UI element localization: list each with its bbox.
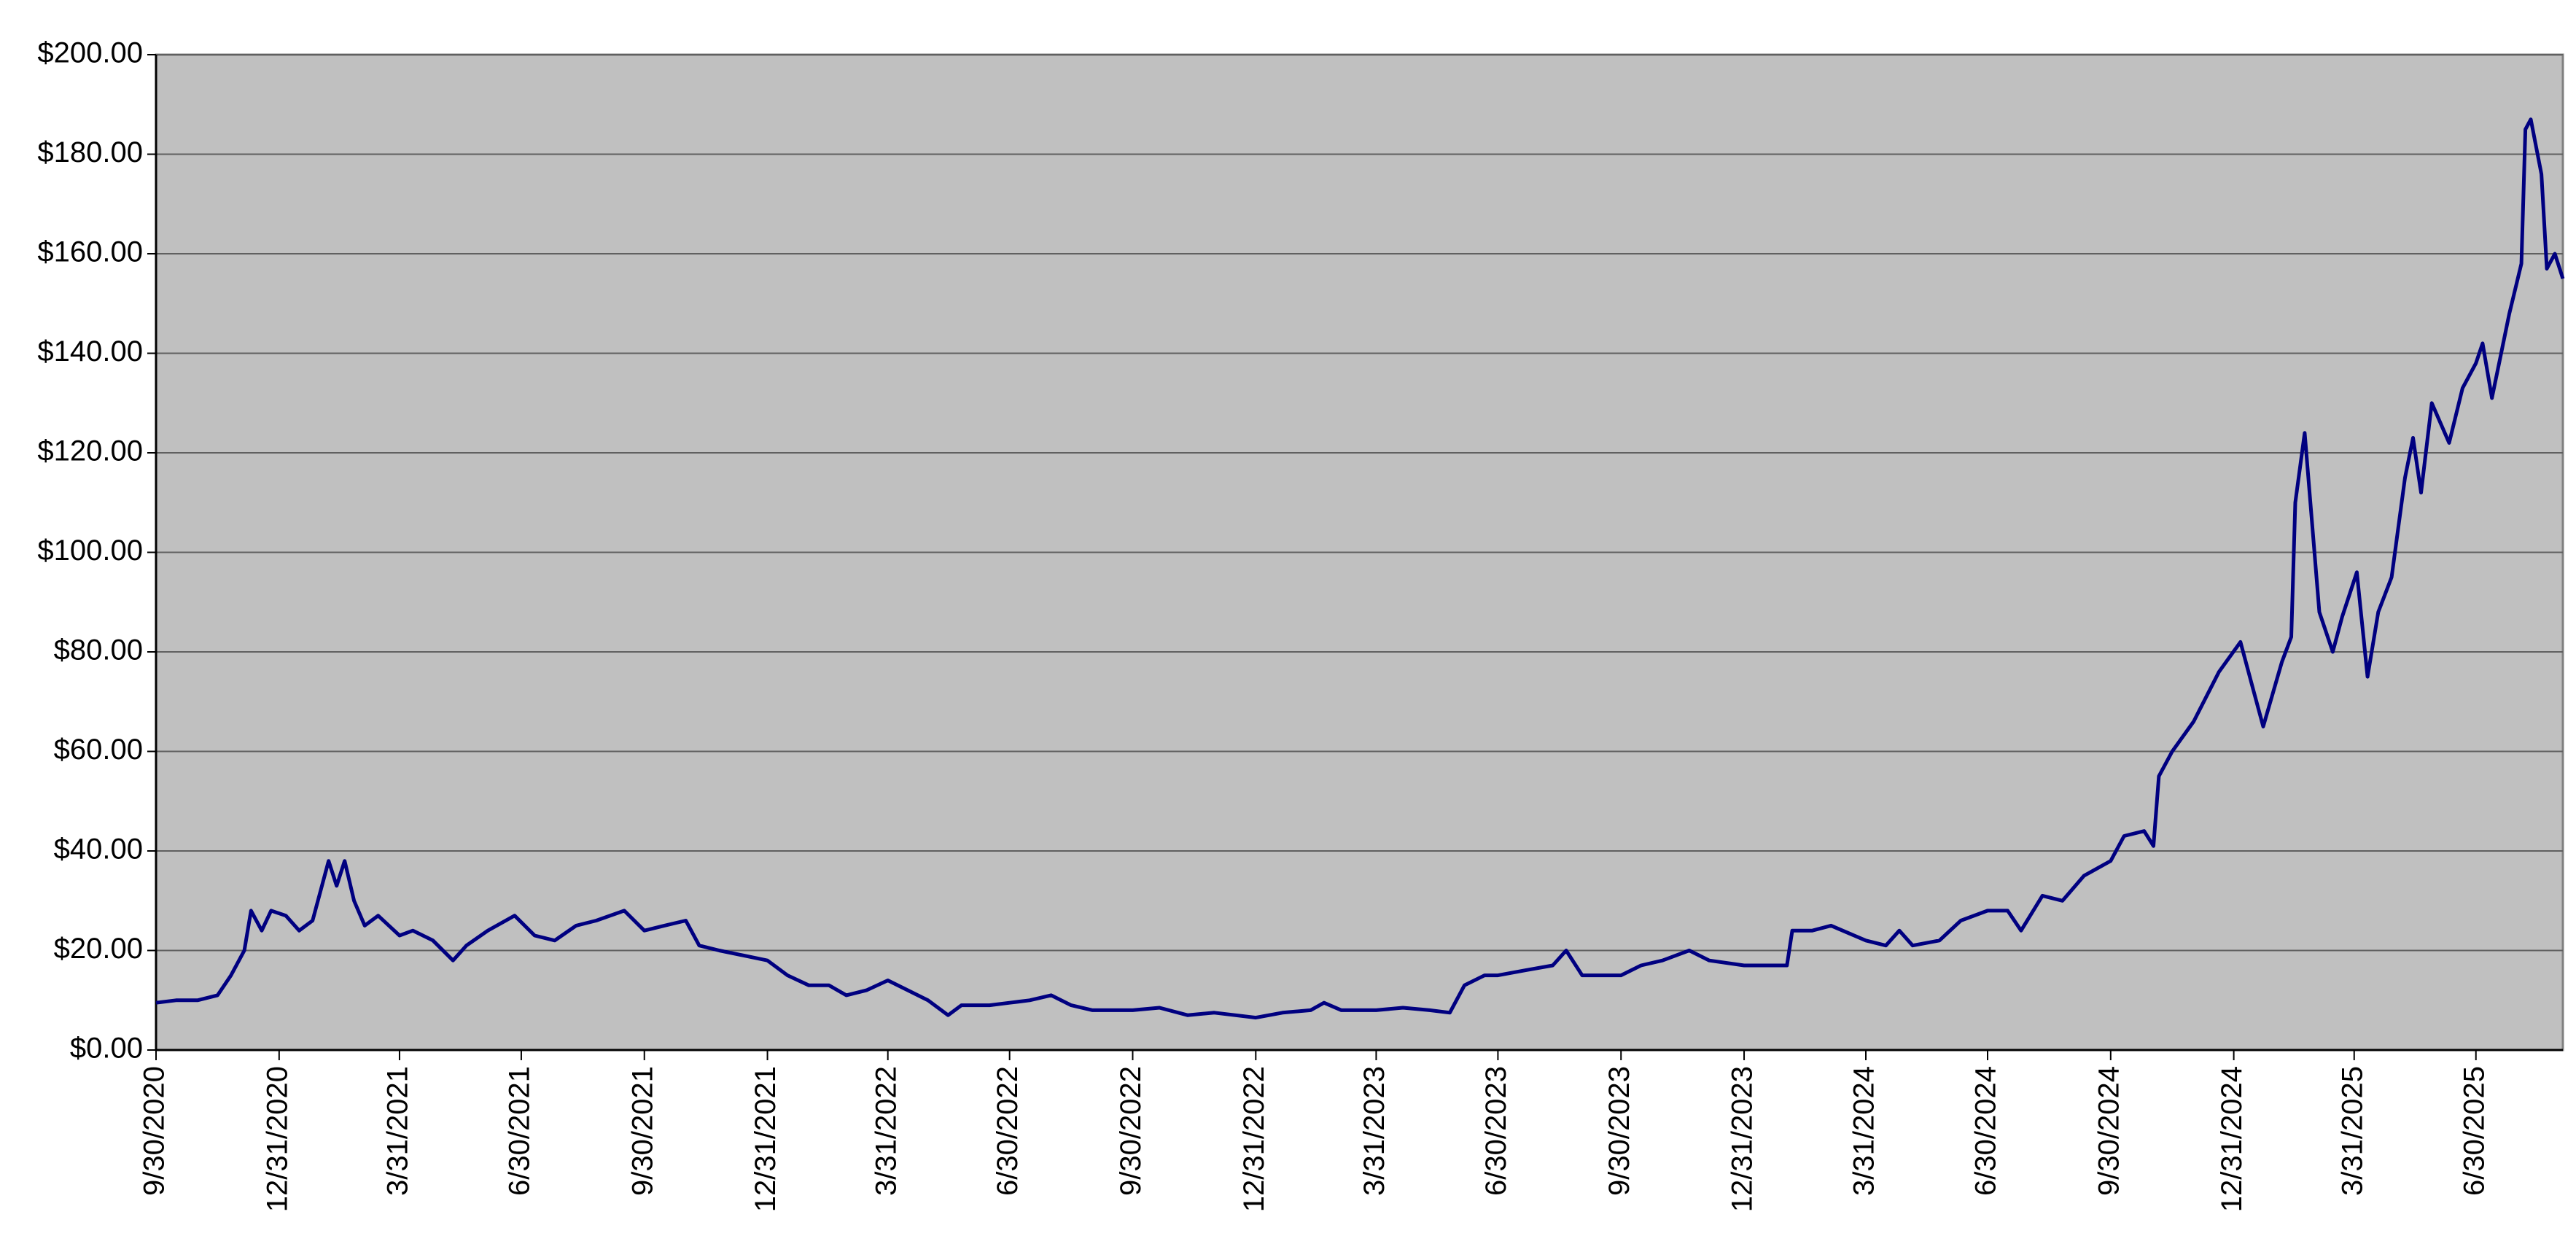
x-tick-label: 12/31/2021 <box>750 1066 782 1212</box>
x-tick-label: 3/31/2021 <box>382 1066 414 1196</box>
y-tick-label: $140.00 <box>37 335 143 368</box>
price-line <box>155 117 2565 1020</box>
y-tick-label: $160.00 <box>37 236 143 268</box>
x-tick-label: 9/30/2023 <box>1603 1066 1635 1196</box>
y-tick-label: $180.00 <box>37 136 143 168</box>
x-tick-label: 12/31/2020 <box>261 1066 293 1212</box>
x-tick-label: 12/31/2023 <box>1727 1066 1759 1212</box>
x-tick-label: 6/30/2024 <box>1970 1066 2002 1196</box>
x-tick-label: 9/30/2022 <box>1115 1066 1147 1196</box>
y-tick-label: $0.00 <box>70 1033 143 1065</box>
x-tick-label: 12/31/2024 <box>2216 1066 2248 1212</box>
x-tick-label: 3/31/2022 <box>870 1066 902 1196</box>
x-tick-label: 9/30/2024 <box>2093 1066 2125 1196</box>
y-tick-label: $100.00 <box>37 534 143 567</box>
y-tick-label: $20.00 <box>54 933 143 965</box>
y-tick-label: $40.00 <box>54 833 143 866</box>
x-tick-label: 3/31/2025 <box>2336 1066 2368 1196</box>
x-tick-label: 9/30/2021 <box>626 1066 658 1196</box>
x-tick-label: 6/30/2023 <box>1480 1066 1512 1196</box>
x-tick-label: 3/31/2024 <box>1848 1066 1880 1196</box>
x-tick-label: 9/30/2020 <box>139 1066 171 1196</box>
x-tick-label: 3/31/2023 <box>1358 1066 1390 1196</box>
y-tick-label: $120.00 <box>37 435 143 467</box>
y-tick-label: $60.00 <box>54 734 143 766</box>
y-tick-label: $200.00 <box>37 37 143 69</box>
x-tick-label: 6/30/2025 <box>2458 1066 2490 1196</box>
x-tick-label: 6/30/2022 <box>992 1066 1024 1196</box>
x-tick-label: 6/30/2021 <box>503 1066 535 1196</box>
y-tick-label: $80.00 <box>54 634 143 666</box>
x-tick-label: 12/31/2022 <box>1238 1066 1270 1212</box>
